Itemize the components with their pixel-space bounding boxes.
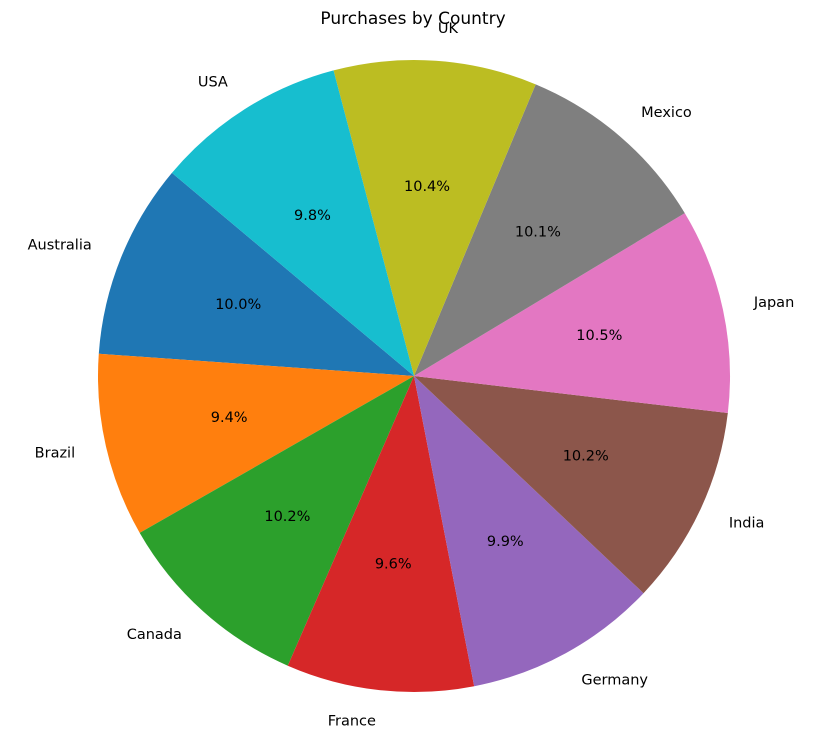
slice-label-japan: Japan <box>753 295 794 311</box>
slice-label-india: India <box>729 515 765 531</box>
pie-slice-usa <box>171 70 414 377</box>
slice-percent-uk: 10.4% <box>404 179 450 195</box>
slice-percent-brazil: 9.4% <box>211 410 248 426</box>
slice-percent-australia: 10.0% <box>215 297 261 313</box>
pie-slice-mexico <box>414 84 685 377</box>
pie-labels: Australia 10.0% Brazil 9.4% Canada 10.2% Franc… <box>28 21 795 729</box>
slice-label-france: France <box>328 714 376 730</box>
slice-percent-canada: 10.2% <box>264 509 310 525</box>
pie-slice-germany <box>414 376 644 687</box>
slice-percent-france: 9.6% <box>375 556 412 572</box>
slice-label-usa: USA <box>198 74 228 90</box>
slice-label-mexico: Mexico <box>641 105 692 121</box>
slice-label-germany: Germany <box>581 673 648 689</box>
pie-slice-canada <box>139 376 414 666</box>
pie-slice-france <box>287 376 475 693</box>
slice-percent-japan: 10.5% <box>576 328 622 344</box>
slice-label-brazil: Brazil <box>35 445 75 461</box>
pie-slice-india <box>414 376 728 594</box>
slice-label-australia: Australia <box>28 238 92 254</box>
pie-slices <box>97 60 730 693</box>
slice-percent-usa: 9.8% <box>294 208 331 224</box>
chart-title: Purchases by Country <box>320 9 505 29</box>
slice-percent-india: 10.2% <box>563 448 609 464</box>
pie-slice-uk <box>333 60 536 377</box>
pie-slice-brazil <box>97 353 414 533</box>
slice-percent-germany: 9.9% <box>487 534 524 550</box>
pie-slice-japan <box>414 213 730 414</box>
slice-label-uk: UK <box>438 21 459 37</box>
pie-slice-australia <box>98 172 414 376</box>
slice-label-canada: Canada <box>127 627 182 643</box>
slice-percent-mexico: 10.1% <box>515 224 561 240</box>
